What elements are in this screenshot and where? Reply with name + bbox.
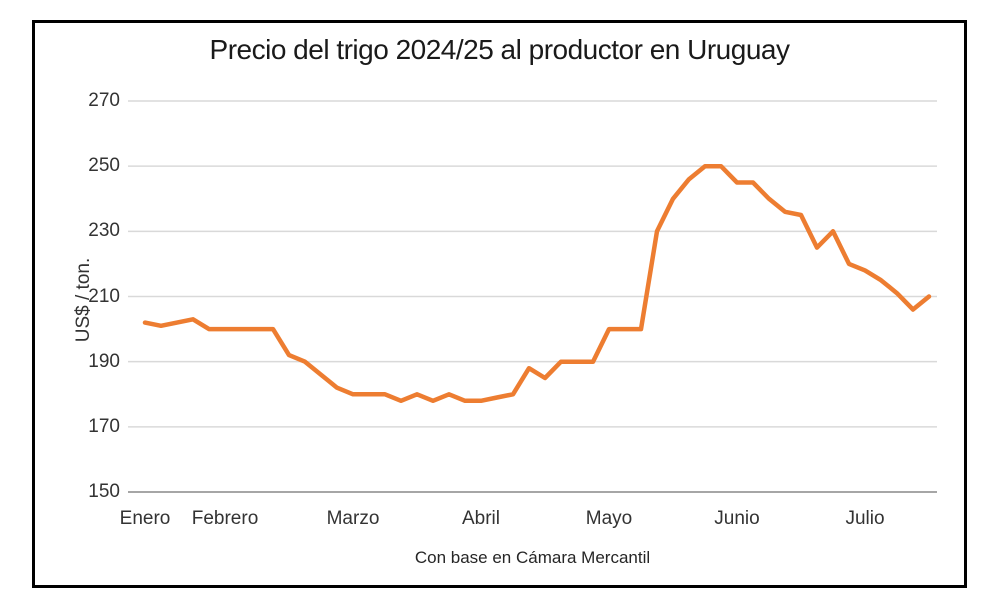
y-tick-label: 210 (88, 285, 120, 307)
x-tick-label-julio: Julio (845, 508, 885, 529)
y-tick-label: 150 (88, 481, 120, 502)
y-tick-label: 270 (88, 90, 120, 111)
chart-title: Precio del trigo 2024/25 al productor en… (209, 34, 790, 65)
price-line (142, 163, 932, 404)
x-tick-label-febrero: Febrero (191, 508, 259, 529)
chart-footnote: Con base en Cámara Mercantil (414, 548, 651, 567)
x-tick-label-marzo: Marzo (326, 508, 380, 529)
y-tick-label: 230 (88, 220, 120, 242)
chart-border-frame (32, 20, 967, 588)
y-tick-label: 190 (88, 350, 120, 372)
x-tick-label-abril: Abril (461, 508, 500, 529)
x-tick-label-junio: Junio (714, 508, 760, 529)
y-tick-label: 250 (88, 155, 120, 177)
x-tick-label-mayo: Mayo (585, 508, 633, 529)
x-tick-label-enero: Enero (119, 508, 171, 529)
y-tick-label: 170 (88, 415, 120, 437)
